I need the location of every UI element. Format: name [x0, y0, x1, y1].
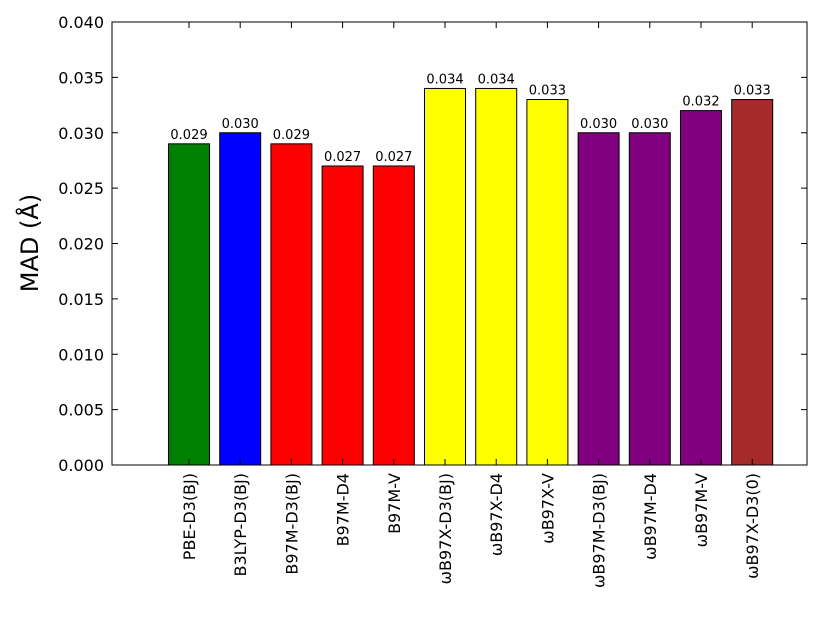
bar	[372, 165, 415, 466]
y-tick-label: 0.035	[58, 68, 104, 87]
y-tick-label: 0.010	[58, 345, 104, 364]
x-tick-label: ωB97X-D3(BJ)	[436, 473, 455, 584]
y-tick-label: 0.000	[58, 456, 104, 475]
bar	[577, 132, 620, 466]
x-tick-label: ωB97M-D4	[641, 473, 660, 560]
bar	[628, 132, 671, 466]
y-tick-label: 0.025	[58, 179, 104, 198]
bar	[424, 87, 466, 466]
x-tick-label: ωB97X-D4	[487, 473, 506, 556]
bar	[321, 165, 364, 466]
bar-value-label: 0.029	[170, 128, 207, 143]
bar	[475, 87, 518, 466]
bar-value-label: 0.032	[682, 95, 719, 110]
x-tick-label: B97M-D4	[334, 473, 353, 546]
x-tick-label: ωB97M-V	[692, 473, 711, 547]
bar-value-label: 0.027	[324, 150, 361, 165]
y-tick-label: 0.020	[58, 235, 104, 254]
bar-series	[168, 87, 774, 466]
x-tick-label: ωB97M-D3(BJ)	[590, 473, 609, 588]
bar	[731, 99, 774, 466]
x-tick-label: PBE-D3(BJ)	[180, 473, 199, 560]
x-tick-label: ωB97X-D3(0)	[743, 473, 762, 579]
y-axis-label: MAD (Å)	[15, 194, 44, 292]
bar-value-label: 0.030	[631, 117, 668, 132]
y-tick-label: 0.005	[58, 401, 104, 420]
y-axis: 0.000 0.005 0.010 0.015 0.020 0.025 0.030 0.035…	[58, 13, 807, 475]
x-tick-label: B97M-V	[385, 473, 404, 534]
bar-value-label: 0.027	[375, 150, 412, 165]
bar	[526, 99, 569, 466]
bar	[168, 143, 210, 466]
x-tick-label: B3LYP-D3(BJ)	[231, 473, 250, 576]
y-tick-label: 0.030	[58, 124, 104, 143]
y-tick-label: 0.040	[58, 13, 104, 32]
x-tick-label: B97M-D3(BJ)	[282, 473, 301, 575]
y-tick-label: 0.015	[58, 290, 104, 309]
x-tick-label: ωB97X-V	[538, 473, 557, 544]
bar-value-label: 0.033	[529, 84, 566, 99]
x-axis: PBE-D3(BJ) B3LYP-D3(BJ) B97M-D3(BJ) B97M-D4…	[180, 22, 762, 588]
data-labels: 0.029 0.030 0.029 0.027 0.027 0.034 0.034 0.033…	[170, 72, 770, 165]
bar	[270, 143, 313, 466]
bar-value-label: 0.029	[273, 128, 310, 143]
bar-value-label: 0.033	[734, 84, 771, 99]
bar-value-label: 0.034	[426, 72, 463, 87]
bar-value-label: 0.030	[580, 117, 617, 132]
bar-value-label: 0.030	[222, 117, 259, 132]
bar-value-label: 0.034	[478, 72, 515, 87]
bar	[219, 132, 262, 466]
bar	[680, 110, 722, 466]
